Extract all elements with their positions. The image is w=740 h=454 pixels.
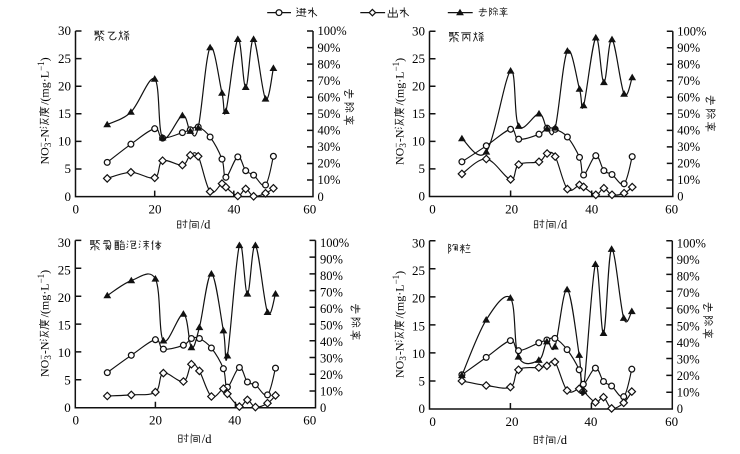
svg-text:60: 60	[665, 414, 678, 429]
svg-text:30%: 30%	[318, 140, 341, 154]
svg-text:50%: 50%	[318, 107, 341, 121]
svg-text:NO3−-N: NO3−-N	[36, 341, 53, 377]
svg-text:/d: /d	[558, 218, 568, 232]
svg-text:30%: 30%	[677, 140, 700, 154]
svg-text:30%: 30%	[677, 353, 700, 367]
svg-text:40%: 40%	[318, 124, 341, 138]
svg-text:0: 0	[429, 414, 436, 429]
svg-text:20: 20	[149, 413, 162, 428]
svg-text:40: 40	[584, 414, 597, 429]
svg-text:/d: /d	[557, 433, 567, 447]
svg-text:70%: 70%	[320, 286, 343, 300]
svg-text:20: 20	[505, 201, 518, 216]
svg-text:25: 25	[58, 263, 71, 278]
svg-text:NO3−-N: NO3−-N	[391, 342, 408, 378]
svg-text:10: 10	[58, 134, 71, 149]
svg-text:15: 15	[412, 318, 425, 333]
svg-text:NO3−-N: NO3−-N	[391, 129, 408, 165]
svg-text:60: 60	[303, 201, 316, 216]
svg-text:0: 0	[64, 400, 71, 415]
svg-text:40%: 40%	[320, 335, 343, 349]
svg-text:80%: 80%	[318, 57, 341, 71]
svg-text:0: 0	[677, 402, 683, 416]
svg-text:20: 20	[58, 290, 71, 305]
svg-text:5: 5	[64, 372, 71, 387]
svg-text:60%: 60%	[677, 91, 700, 105]
svg-text:0: 0	[429, 201, 436, 216]
svg-text:25: 25	[412, 263, 425, 278]
svg-text:0: 0	[73, 413, 80, 428]
svg-text:10%: 10%	[677, 173, 700, 187]
svg-text:70%: 70%	[318, 74, 341, 88]
svg-text:25: 25	[412, 51, 425, 66]
svg-text:30: 30	[58, 235, 71, 250]
svg-text:80%: 80%	[677, 270, 700, 284]
svg-text:50%: 50%	[677, 107, 700, 121]
svg-text:30: 30	[412, 235, 425, 250]
svg-text:40: 40	[228, 413, 241, 428]
svg-text:NO3−-N: NO3−-N	[36, 129, 53, 165]
svg-text:100%: 100%	[318, 24, 347, 38]
svg-text:90%: 90%	[677, 253, 700, 267]
svg-text:20%: 20%	[677, 157, 700, 171]
svg-text:10%: 10%	[320, 384, 343, 398]
svg-text:5: 5	[419, 374, 426, 389]
svg-text:10%: 10%	[318, 173, 341, 187]
svg-text:5: 5	[419, 161, 426, 176]
svg-text:60: 60	[665, 201, 678, 216]
svg-text:/d: /d	[202, 432, 212, 446]
svg-text:20: 20	[58, 78, 71, 93]
svg-text:15: 15	[58, 317, 71, 332]
svg-text:20: 20	[412, 291, 425, 306]
svg-text:0: 0	[65, 189, 72, 204]
svg-text:0: 0	[73, 201, 80, 216]
svg-text:40%: 40%	[677, 336, 700, 350]
svg-text:15: 15	[412, 106, 425, 121]
svg-text:5: 5	[65, 161, 72, 176]
svg-text:20: 20	[412, 79, 425, 94]
svg-text:20: 20	[506, 414, 519, 429]
svg-text:60%: 60%	[320, 302, 343, 316]
svg-text:0: 0	[320, 401, 326, 415]
svg-text:100%: 100%	[320, 236, 349, 250]
svg-text:80%: 80%	[677, 58, 700, 72]
svg-text:60: 60	[303, 413, 316, 428]
svg-text:40%: 40%	[677, 124, 700, 138]
svg-text:80%: 80%	[320, 269, 343, 283]
svg-text:20%: 20%	[320, 368, 343, 382]
svg-text:40: 40	[585, 201, 598, 216]
svg-text:30: 30	[412, 23, 425, 38]
svg-text:0: 0	[318, 190, 324, 204]
svg-text:/d: /d	[201, 218, 211, 232]
svg-text:10: 10	[412, 346, 425, 361]
svg-text:60%: 60%	[318, 90, 341, 104]
svg-text:25: 25	[58, 51, 71, 66]
svg-text:70%: 70%	[677, 286, 700, 300]
svg-text:20: 20	[149, 201, 162, 216]
svg-text:10: 10	[58, 345, 71, 360]
svg-text:20%: 20%	[318, 157, 341, 171]
svg-text:20%: 20%	[677, 369, 700, 383]
svg-text:50%: 50%	[677, 319, 700, 333]
svg-text:10: 10	[412, 134, 425, 149]
svg-text:40: 40	[228, 201, 241, 216]
svg-text:90%: 90%	[320, 253, 343, 267]
svg-text:0: 0	[419, 189, 426, 204]
svg-text:50%: 50%	[320, 318, 343, 332]
svg-text:60%: 60%	[677, 303, 700, 317]
svg-text:0: 0	[419, 401, 426, 416]
svg-text:30: 30	[58, 23, 71, 38]
svg-text:90%: 90%	[318, 41, 341, 55]
svg-text:100%: 100%	[677, 24, 706, 38]
svg-text:30%: 30%	[320, 351, 343, 365]
svg-text:90%: 90%	[677, 41, 700, 55]
svg-text:10%: 10%	[677, 386, 700, 400]
svg-text:0: 0	[677, 190, 683, 204]
svg-text:100%: 100%	[677, 236, 706, 250]
svg-text:15: 15	[58, 106, 71, 121]
svg-text:70%: 70%	[677, 74, 700, 88]
